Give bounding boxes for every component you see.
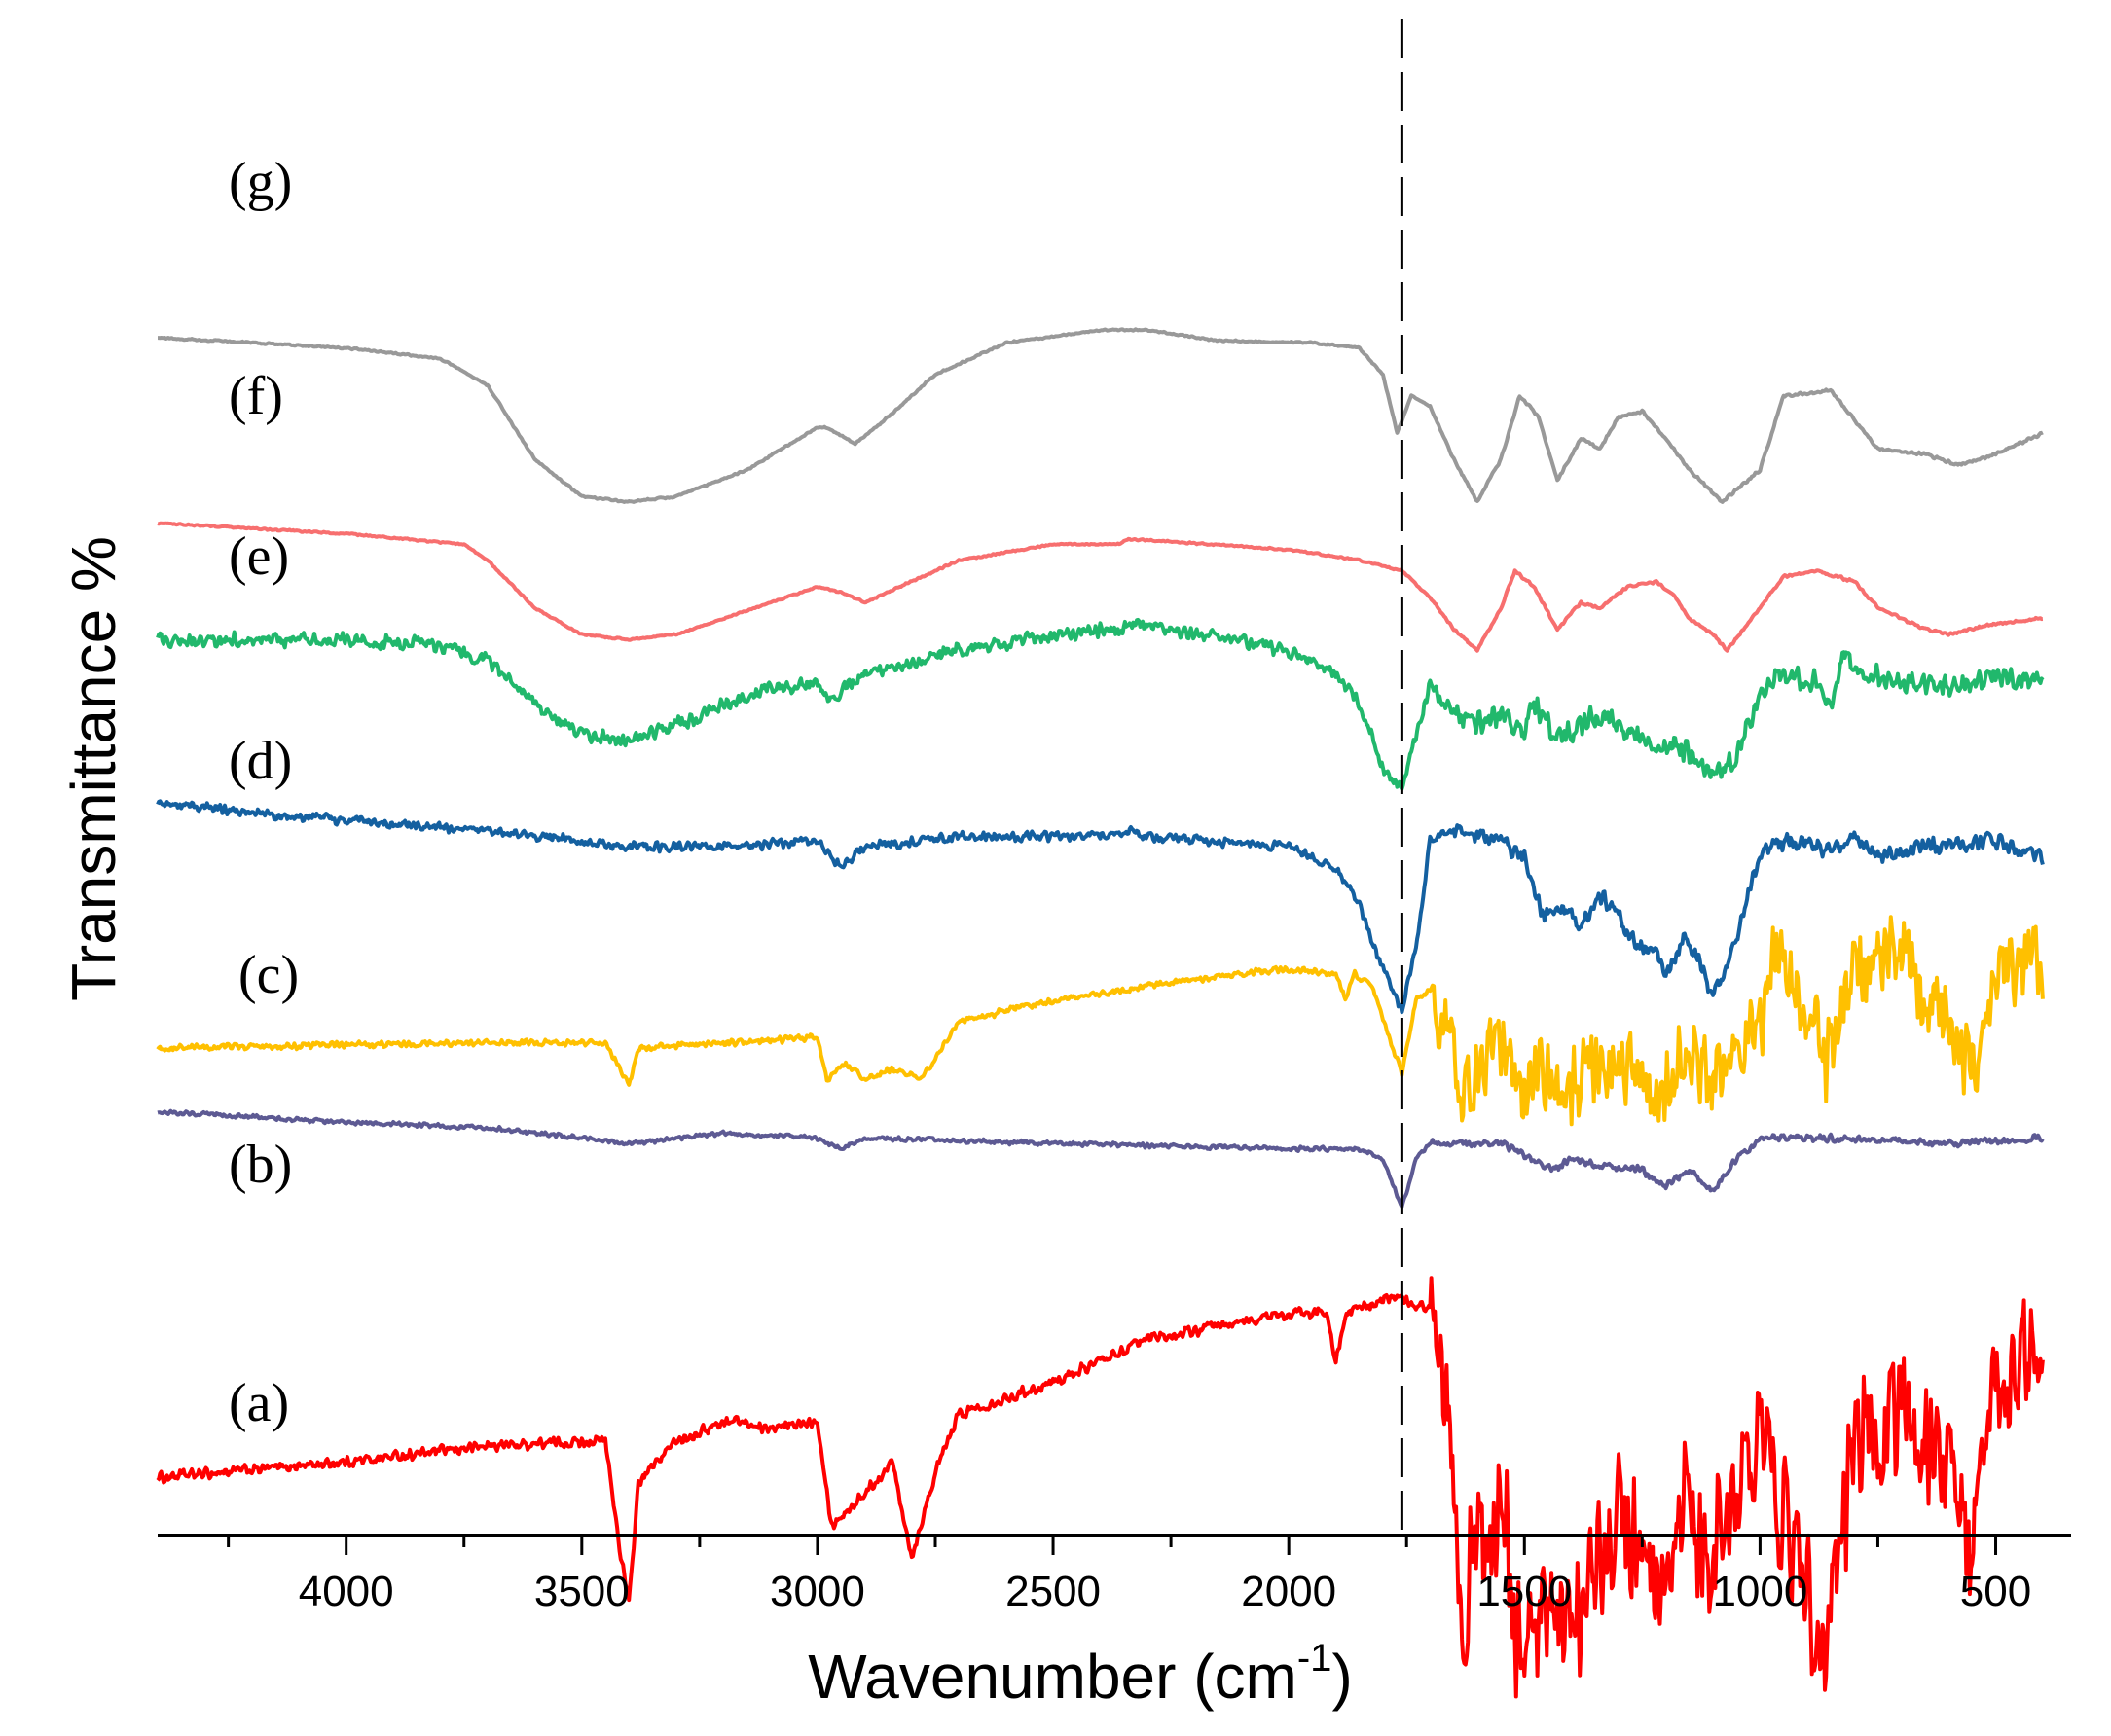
x-tick-label: 1500 (1476, 1568, 1572, 1615)
series-label-f: (f) (229, 366, 283, 426)
y-axis-title: Transmittance % (58, 536, 128, 1001)
series-line-b (157, 1108, 2045, 1210)
series-label-a: (a) (229, 1373, 289, 1433)
x-tick-label: 3000 (770, 1568, 865, 1615)
x-tick-label: 2000 (1241, 1568, 1336, 1615)
x-axis: 4000 3500 3000 2500 2000 1500 1000 500 (158, 1534, 2071, 1615)
series-label-c: (c) (238, 945, 299, 1005)
series-layer (156, 327, 2045, 1699)
x-tick-label: 500 (1960, 1568, 2031, 1615)
series-label-g: (g) (229, 152, 292, 212)
series-line-c (156, 915, 2045, 1127)
x-tick-label: 3500 (534, 1568, 630, 1615)
series-line-g (157, 327, 2044, 504)
series-line-e (156, 617, 2045, 791)
series-line-a (156, 1276, 2045, 1699)
x-tick-label: 2500 (1005, 1568, 1101, 1615)
series-labels: (a) (b) (c) (d) (e) (f) (g) (229, 152, 299, 1433)
series-label-e: (e) (229, 526, 289, 587)
x-tick-label: 4000 (299, 1568, 394, 1615)
x-axis-title: Wavenumber (cm-1) (808, 1637, 1353, 1712)
x-tick-label: 1000 (1712, 1568, 1807, 1615)
series-label-d: (d) (229, 731, 292, 791)
series-line-d (156, 799, 2045, 1015)
series-label-b: (b) (229, 1135, 292, 1195)
series-line-f (157, 521, 2044, 653)
